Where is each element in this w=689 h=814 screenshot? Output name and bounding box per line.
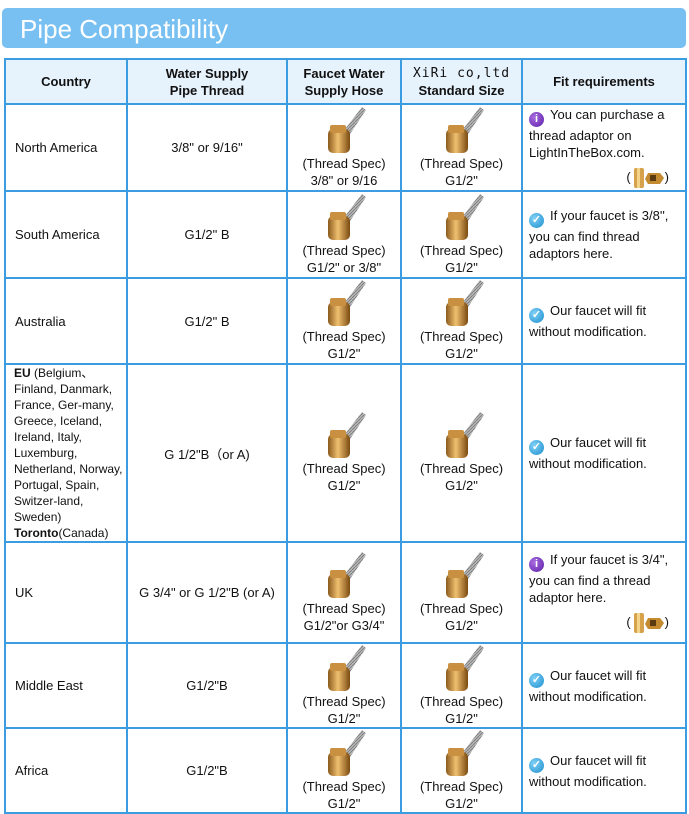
hose-image-icon bbox=[328, 644, 366, 691]
standard-size-cell: (Thread Spec) G1/2" bbox=[400, 363, 523, 543]
pipe-thread-cell: 3/8" or 9/16" bbox=[126, 103, 288, 192]
standard-size-cell: (Thread Spec) G1/2" bbox=[400, 541, 523, 644]
check-icon: ✓ bbox=[529, 308, 544, 323]
fit-cell: ✓ Our faucet will fit without modificatio… bbox=[521, 363, 687, 543]
country-cell: UK bbox=[4, 541, 128, 644]
adaptor-image: () bbox=[529, 167, 679, 189]
hose-image-icon bbox=[445, 412, 484, 458]
hose-image-icon bbox=[328, 106, 366, 153]
adaptor-image-icon bbox=[633, 168, 664, 188]
hose-image-icon bbox=[328, 412, 366, 458]
header-hose: Faucet Water Supply Hose bbox=[286, 58, 402, 105]
standard-size-cell: (Thread Spec) G1/2" bbox=[400, 277, 523, 365]
standard-size-cell: (Thread Spec) G1/2" bbox=[400, 727, 523, 814]
country-cell: Africa bbox=[4, 727, 128, 814]
compatibility-table: Country Water Supply Pipe Thread Faucet W… bbox=[4, 58, 687, 814]
country-cell: Australia bbox=[4, 277, 128, 365]
check-icon: ✓ bbox=[529, 213, 544, 228]
table-row: Middle East G1/2"B (Thread Spec) G1/2" (Thre… bbox=[4, 642, 687, 729]
pipe-thread-cell: G 3/4" or G 1/2"B (or A) bbox=[126, 541, 288, 644]
hose-image-icon bbox=[445, 644, 484, 691]
hose-image-icon bbox=[328, 551, 366, 598]
hose-cell: (Thread Spec) 3/8" or 9/16 bbox=[286, 103, 402, 192]
check-icon: ✓ bbox=[529, 757, 544, 773]
fit-cell: ✓ Our faucet will fit without modificatio… bbox=[521, 642, 687, 729]
hose-image-icon bbox=[328, 280, 366, 326]
country-cell: EU (Belgium、Finland, Danmark, France, Ge… bbox=[4, 363, 128, 543]
hose-cell: (Thread Spec) G1/2" bbox=[286, 642, 402, 729]
info-icon: i bbox=[529, 112, 544, 127]
pipe-thread-cell: G1/2" B bbox=[126, 277, 288, 365]
hose-image-icon bbox=[328, 193, 366, 240]
pipe-thread-cell: G1/2" B bbox=[126, 190, 288, 279]
header-standard-size: XiRi co,ltd Standard Size bbox=[400, 58, 523, 105]
hose-image-icon bbox=[445, 280, 484, 326]
hose-cell: (Thread Spec) G1/2" bbox=[286, 363, 402, 543]
header-country: Country bbox=[4, 58, 128, 105]
table-row: Australia G1/2" B (Thread Spec) G1/2" (Threa… bbox=[4, 277, 687, 365]
hose-cell: (Thread Spec) G1/2" bbox=[286, 727, 402, 814]
table-row: UK G 3/4" or G 1/2"B (or A) (Thread Spec) G… bbox=[4, 541, 687, 644]
hose-image-icon bbox=[445, 193, 484, 240]
hose-cell: (Thread Spec) G1/2"or G3/4" bbox=[286, 541, 402, 644]
hose-cell: (Thread Spec) G1/2" or 3/8" bbox=[286, 190, 402, 279]
hose-image-icon bbox=[445, 729, 484, 776]
fit-cell: i You can purchase a thread adaptor on Li… bbox=[521, 103, 687, 192]
adaptor-image-icon bbox=[633, 613, 664, 633]
fit-cell: ✓ If your faucet is 3/8'', you can find t… bbox=[521, 190, 687, 279]
check-icon: ✓ bbox=[529, 440, 544, 455]
pipe-thread-cell: G1/2"B bbox=[126, 727, 288, 814]
adaptor-image: () bbox=[529, 612, 679, 634]
fit-cell: i If your faucet is 3/4", you can find a … bbox=[521, 541, 687, 644]
country-cell: Middle East bbox=[4, 642, 128, 729]
page-title: Pipe Compatibility bbox=[20, 14, 229, 44]
standard-size-cell: (Thread Spec) G1/2" bbox=[400, 103, 523, 192]
pipe-thread-cell: G1/2"B bbox=[126, 642, 288, 729]
info-icon: i bbox=[529, 557, 544, 572]
hose-image-icon bbox=[445, 551, 484, 598]
hose-cell: (Thread Spec) G1/2" bbox=[286, 277, 402, 365]
hose-image-icon bbox=[328, 729, 366, 776]
header-row: Country Water Supply Pipe Thread Faucet W… bbox=[4, 58, 687, 105]
country-cell: North America bbox=[4, 103, 128, 192]
table-row: South America G1/2" B (Thread Spec) G1/2" o… bbox=[4, 190, 687, 279]
fit-cell: ✓ Our faucet will fit without modificatio… bbox=[521, 277, 687, 365]
table-row: Africa G1/2"B (Thread Spec) G1/2" (Thread Sp… bbox=[4, 727, 687, 814]
table-row: EU (Belgium、Finland, Danmark, France, Ge… bbox=[4, 363, 687, 543]
header-fit: Fit requirements bbox=[521, 58, 687, 105]
table-row: North America 3/8" or 9/16" (Thread Spec) 3… bbox=[4, 103, 687, 192]
hose-image-icon bbox=[445, 106, 484, 153]
fit-cell: ✓ Our faucet will fit without modificatio… bbox=[521, 727, 687, 814]
standard-size-cell: (Thread Spec) G1/2" bbox=[400, 190, 523, 279]
header-pipe-thread: Water Supply Pipe Thread bbox=[126, 58, 288, 105]
country-cell: South America bbox=[4, 190, 128, 279]
standard-size-cell: (Thread Spec) G1/2" bbox=[400, 642, 523, 729]
check-icon: ✓ bbox=[529, 672, 544, 688]
title-bar: Pipe Compatibility bbox=[2, 8, 686, 48]
pipe-thread-cell: G 1/2"B（or A) bbox=[126, 363, 288, 543]
